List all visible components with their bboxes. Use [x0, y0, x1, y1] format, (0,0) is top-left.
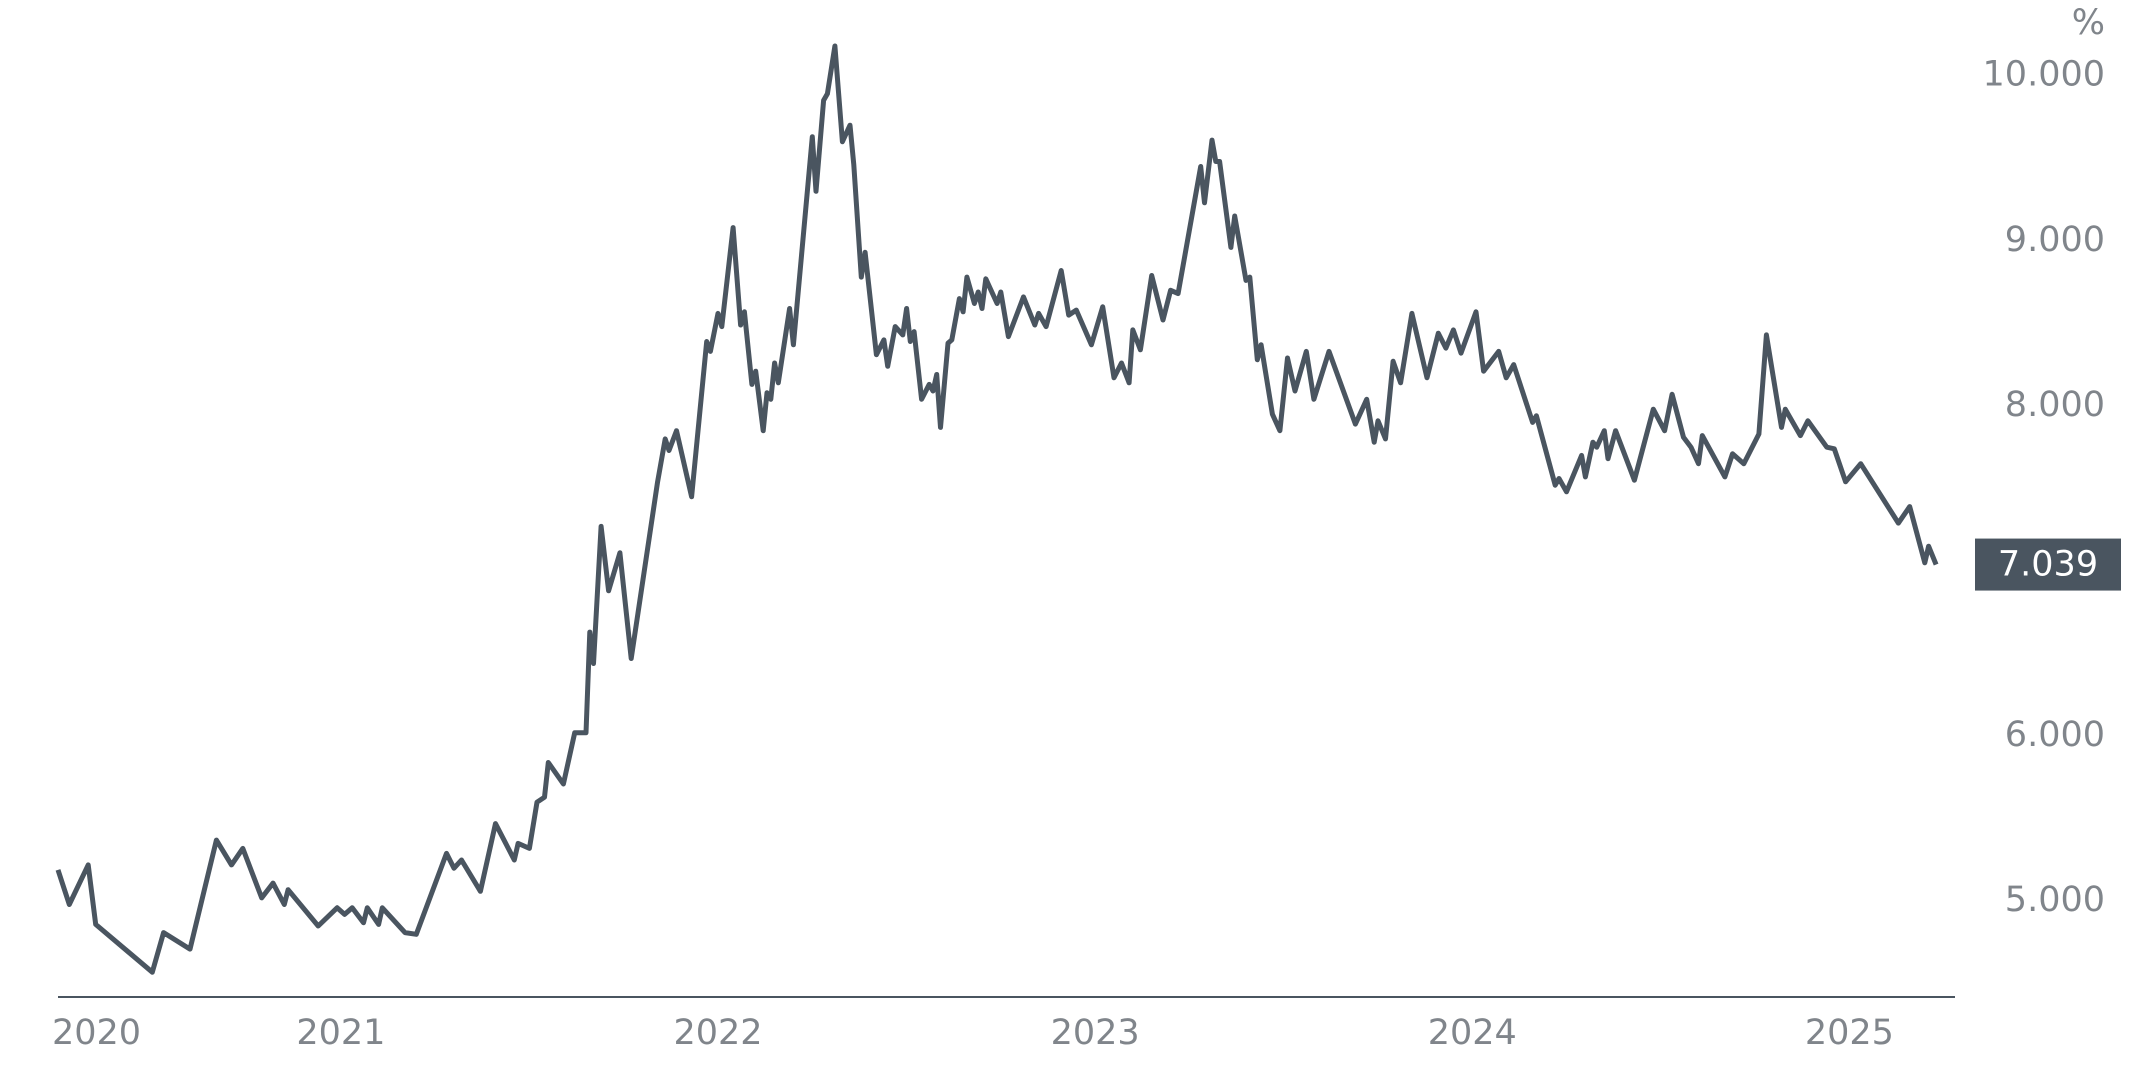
- x-tick-label: 2020: [52, 1013, 141, 1053]
- y-unit: %: [2072, 3, 2105, 43]
- y-tick-label: 6.000: [2005, 715, 2105, 755]
- y-tick-label: 10.000: [1983, 55, 2105, 95]
- x-tick-label: 2021: [296, 1013, 385, 1053]
- x-tick-label: 2025: [1805, 1013, 1894, 1053]
- y-tick-label: 5.000: [2005, 880, 2105, 920]
- line: [55, 43, 1939, 975]
- y-tick-label: 8.000: [2005, 385, 2105, 425]
- x-tick-label: 2023: [1051, 1013, 1140, 1053]
- last-value-box: [1975, 538, 2121, 591]
- last-value-label: 7.039: [1998, 545, 2098, 585]
- x-tick-label: 2022: [673, 1013, 762, 1053]
- x-tick-label: 2024: [1428, 1013, 1517, 1053]
- y-tick-label: 9.000: [2005, 220, 2105, 260]
